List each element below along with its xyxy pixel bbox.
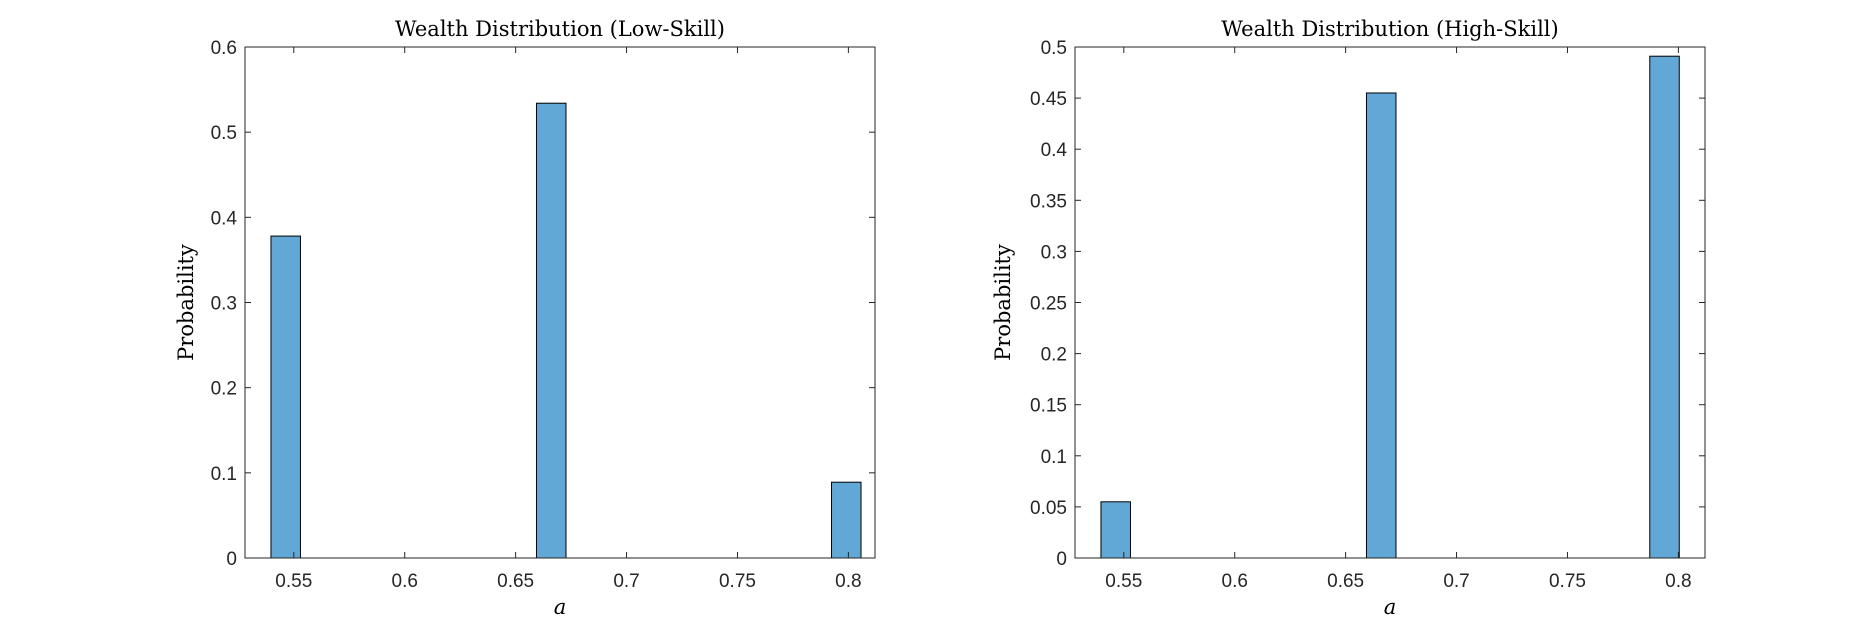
y-tick-label: 0.3 — [1041, 242, 1067, 263]
x-tick-label: 0.6 — [392, 571, 418, 592]
x-tick-label: 0.8 — [835, 571, 861, 592]
chart-high-skill: Wealth Distribution (High-Skill) Probabi… — [991, 17, 1706, 619]
y-tick-label: 0.2 — [1041, 345, 1067, 366]
x-tick-label: 0.55 — [275, 571, 312, 592]
y-tick-label: 0.1 — [211, 464, 237, 485]
x-tick-label: 0.55 — [1105, 571, 1142, 592]
chart-title: Wealth Distribution (Low-Skill) — [395, 17, 725, 41]
x-tick-label: 0.8 — [1665, 571, 1691, 592]
y-tick-label: 0.5 — [211, 123, 237, 144]
x-tick-label: 0.65 — [1327, 571, 1364, 592]
y-tick-label: 0.45 — [1030, 89, 1067, 110]
x-tick-label: 0.65 — [497, 571, 534, 592]
histogram-bar — [1649, 55, 1680, 559]
y-tick-label: 0.2 — [211, 379, 237, 400]
y-tick-label: 0.6 — [211, 38, 237, 59]
x-tick-label: 0.6 — [1222, 571, 1248, 592]
histogram-bar — [535, 102, 567, 559]
chart-title: Wealth Distribution (High-Skill) — [1221, 17, 1558, 41]
y-tick-label: 0.5 — [1041, 38, 1067, 59]
x-tick-label: 0.7 — [1443, 571, 1469, 592]
x-tick-label: 0.75 — [719, 571, 756, 592]
y-tick-label: 0.4 — [211, 208, 238, 229]
y-tick-label: 0.3 — [211, 294, 237, 315]
y-axis-label: Probability — [174, 244, 198, 361]
histogram-bar — [270, 235, 301, 559]
histogram-bar — [831, 481, 862, 559]
y-tick-label: 0.1 — [1041, 447, 1067, 468]
y-tick-label: 0.4 — [1041, 140, 1068, 161]
x-tick-label: 0.75 — [1549, 571, 1586, 592]
y-tick-label: 0 — [226, 549, 237, 570]
y-tick-label: 0.35 — [1030, 191, 1067, 212]
y-tick-label: 0.15 — [1030, 396, 1067, 417]
y-tick-label: 0.25 — [1030, 294, 1067, 315]
chart-low-skill: Wealth Distribution (Low-Skill) Probabil… — [174, 17, 876, 619]
x-axis-label: a — [1384, 595, 1397, 619]
y-tick-label: 0 — [1056, 549, 1067, 570]
y-tick-label: 0.05 — [1030, 498, 1067, 519]
y-axis-label: Probability — [991, 244, 1015, 361]
histogram-bar — [1100, 501, 1131, 559]
x-tick-label: 0.7 — [613, 571, 639, 592]
histogram-bar — [1365, 92, 1397, 559]
x-axis-label: a — [554, 595, 567, 619]
